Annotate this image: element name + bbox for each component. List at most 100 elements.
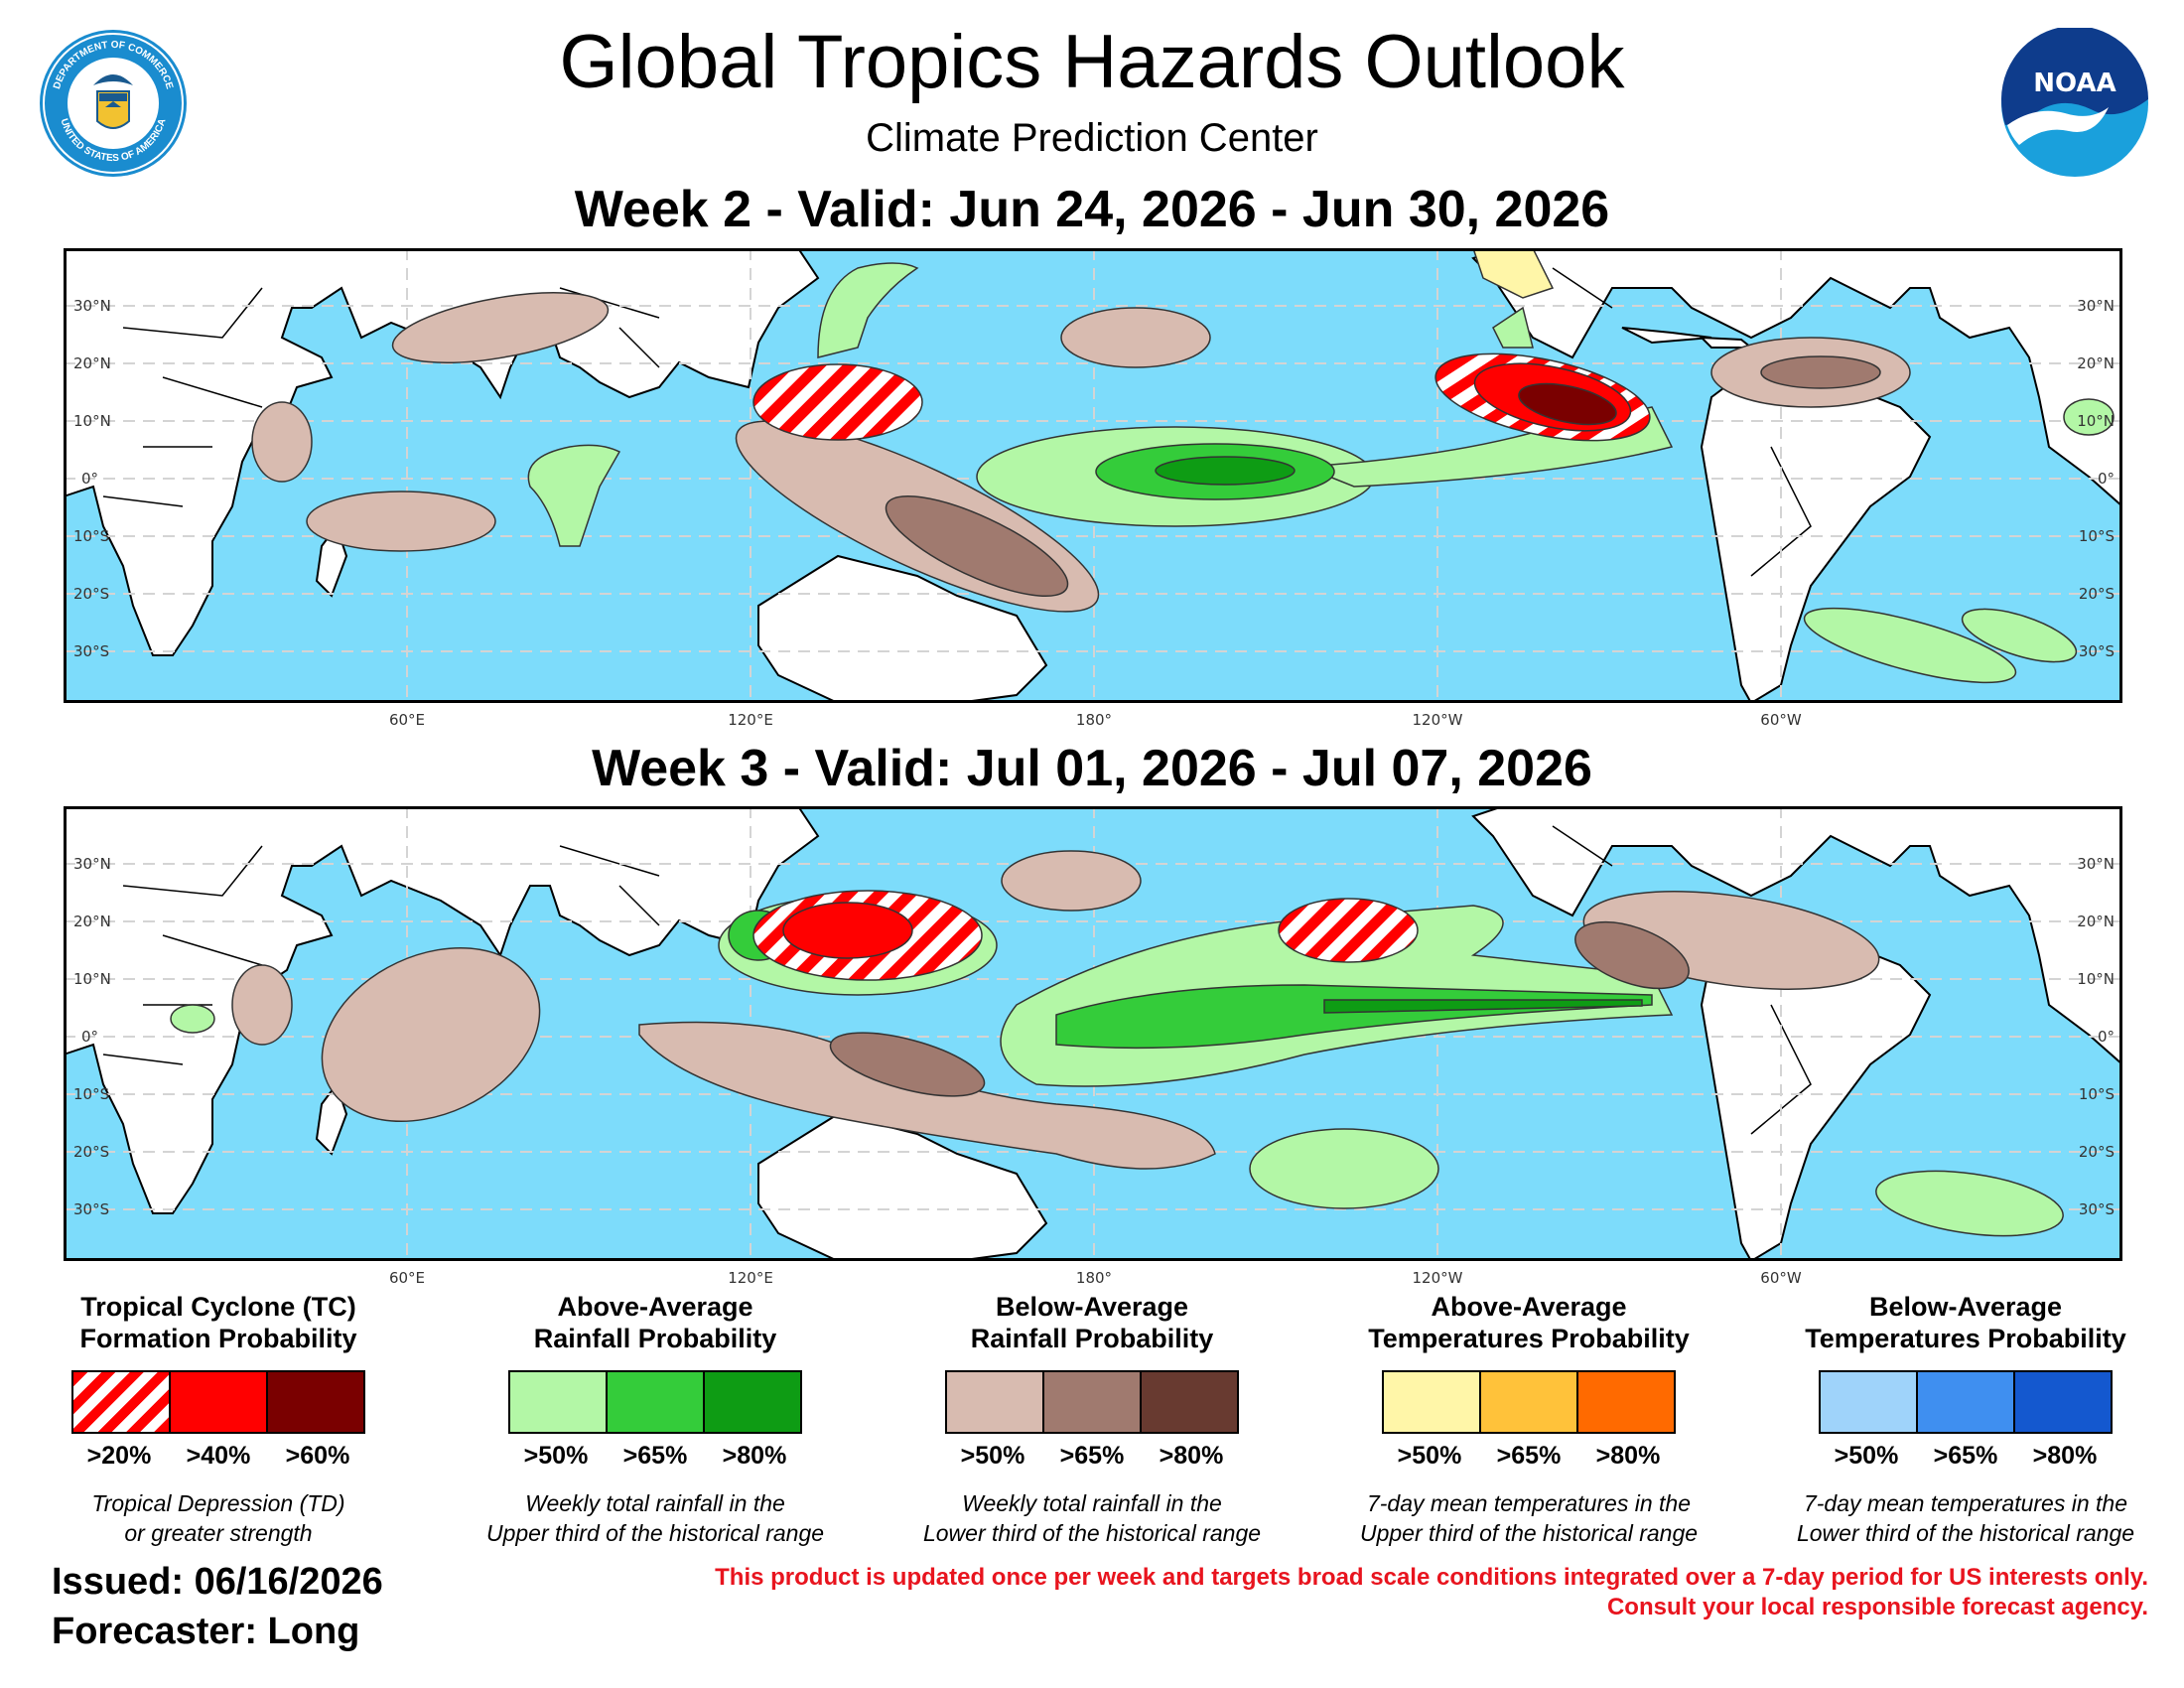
legend-swatch-rain-below-65 [1042,1370,1142,1434]
legend-swatch-temp-below-65 [1916,1370,2015,1434]
legend-threshold: >50% [1834,1442,1899,1470]
legend-threshold: >60% [285,1442,350,1470]
lat-label: 10°N [2077,970,2115,988]
disclaimer: This product is updated once per week an… [659,1563,2148,1622]
legend-threshold: >65% [1933,1442,1998,1470]
rain-above-area [1249,1128,1439,1209]
legend-description: Weekly total rainfall in the Lower third … [922,1490,1262,1546]
page-title: Global Tropics Hazards Outlook [559,20,1625,104]
legend-swatch-temp-below-50 [1819,1370,1918,1434]
lat-labels-right: 30°N 20°N 10°N 0° 10°S 20°S 30°S [2077,855,2115,1218]
week3-tc-areas [752,890,1419,981]
legend-below-temperature: Below-Average Temperatures Probability >5… [1767,1291,2164,1548]
legend-swatches [1767,1370,2164,1434]
lon-label: 180° [1076,711,1112,729]
graticule [64,248,2122,703]
legend-threshold: >50% [523,1442,589,1470]
legend-description: Weekly total rainfall in the Upper third … [485,1490,825,1546]
tc-area-40 [782,902,913,959]
lat-label: 0° [81,1028,98,1046]
week3-below-rainfall-areas [231,850,1880,1170]
lat-label: 20°N [2077,354,2115,372]
disclaimer-line: Consult your local responsible forecast … [1606,1594,2148,1620]
lat-label: 30°N [2077,855,2115,873]
week2-lon-labels: 60°E 120°E 180° 120°W 60°W [389,711,1802,729]
week2-map: 30°N 20°N 10°N 0° 10°S 20°S 30°S 30°N 20… [64,248,2122,703]
rain-above-area [2063,398,2115,436]
legend-threshold: >20% [86,1442,152,1470]
week2-temp-above-area [1472,248,1555,299]
lon-label: 60°W [1760,1269,1802,1287]
week2-title: Week 2 - Valid: Jun 24, 2026 - Jun 30, 2… [574,181,1610,238]
legend-threshold: >65% [622,1442,688,1470]
lat-label: 10°S [2079,1085,2115,1103]
country-borders [102,825,1812,1135]
week2-below-rainfall-areas [251,292,1911,613]
legend-swatch-rain-above-80 [703,1370,802,1434]
lat-label: 10°S [73,1085,109,1103]
rain-above-area [170,1004,215,1034]
lat-label: 10°N [73,970,111,988]
legend-below-rainfall: Below-Average Rainfall Probability >50% >… [893,1291,1291,1548]
lat-label: 20°S [2079,1143,2115,1161]
rain-below-area-65 [885,494,1069,598]
rain-below-area [231,964,293,1046]
lat-label: 30°S [73,642,109,660]
rain-below-area [391,292,610,363]
lon-label: 120°W [1413,1269,1463,1287]
week2-above-rainfall-areas [527,262,2115,684]
page-subtitle: Climate Prediction Center [866,116,1318,160]
legend-swatch-temp-below-80 [2013,1370,2113,1434]
rain-above-area [1875,1170,2064,1237]
legend-swatch-temp-above-80 [1576,1370,1676,1434]
rain-above-area [527,444,621,547]
rain-below-area [306,491,496,552]
lat-label: 10°S [73,527,109,545]
rain-above-area [1961,608,2078,663]
legend-swatch-tc-60 [266,1370,365,1434]
lat-label: 20°S [73,585,109,603]
lat-label: 30°N [2077,297,2115,315]
rain-below-area-65 [1574,920,1690,990]
rain-above-area-80 [1323,999,1643,1014]
week2-tc-areas [752,352,1651,442]
legend-threshold: >40% [186,1442,251,1470]
lat-label: 10°S [2079,527,2115,545]
lat-label: 20°N [2077,913,2115,930]
rain-above-area [1492,306,1534,349]
lon-label: 180° [1076,1269,1112,1287]
legend-threshold: >80% [722,1442,787,1470]
lat-label: 30°S [2079,642,2115,660]
lat-labels-right: 30°N 20°N 10°N 0° 10°S 20°S 30°S [2077,297,2115,660]
lat-label: 0° [81,470,98,488]
rain-below-area-65 [1760,355,1881,389]
legend-description: Tropical Depression (TD) or greater stren… [91,1490,345,1546]
legend-above-temperature: Above-Average Temperatures Probability >5… [1330,1291,1727,1548]
lat-label: 30°N [73,855,111,873]
legend-threshold: >80% [1595,1442,1661,1470]
department-of-commerce-seal: DEPARTMENT OF COMMERCE UNITED STATES OF … [40,30,187,177]
country-borders [102,267,1812,577]
lon-label: 120°E [728,711,773,729]
lat-label: 10°N [73,412,111,430]
rain-below-area [1001,850,1142,912]
legend-swatch-rain-below-50 [945,1370,1044,1434]
week3-map: 30°N 20°N 10°N 0° 10°S 20°S 30°S 30°N 20… [64,806,2122,1261]
lat-label: 30°N [73,297,111,315]
legend-threshold: >50% [960,1442,1025,1470]
legend-above-rainfall: Above-Average Rainfall Probability >50% >… [457,1291,854,1548]
rain-above-area-80 [1155,456,1296,486]
legend-threshold: >50% [1397,1442,1462,1470]
legend-description: 7-day mean temperatures in the Upper thir… [1359,1490,1699,1546]
legend-swatches [457,1370,854,1434]
legend-swatch-rain-above-65 [606,1370,705,1434]
tc-area-20 [752,363,923,441]
legend-title: Below-Average Rainfall Probability [970,1292,1214,1353]
week3-title: Week 3 - Valid: Jul 01, 2026 - Jul 07, 2… [592,740,1592,797]
rain-below-area [321,946,541,1123]
rain-below-area-65 [829,1032,986,1097]
legend-description: 7-day mean temperatures in the Lower thir… [1796,1490,2135,1546]
lon-label: 60°W [1760,711,1802,729]
lon-label: 60°E [389,711,425,729]
legend-swatch-rain-below-80 [1140,1370,1239,1434]
